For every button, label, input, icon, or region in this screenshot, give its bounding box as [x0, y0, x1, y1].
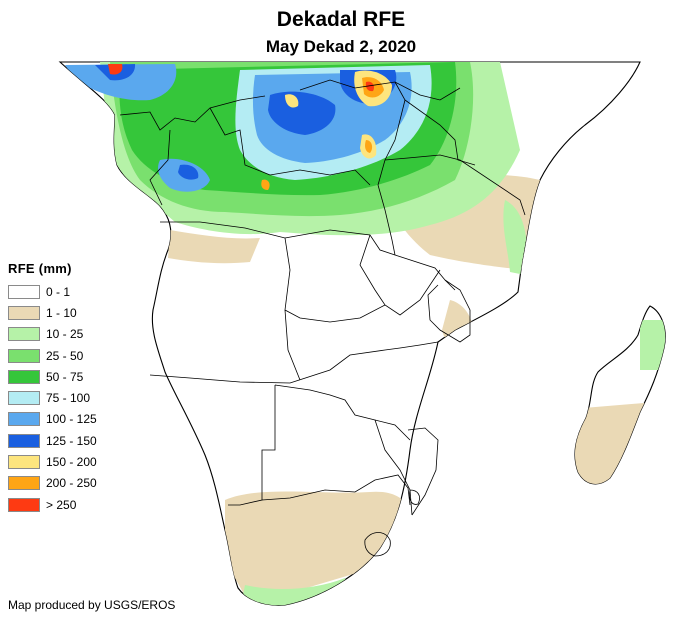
legend-swatch: [8, 455, 40, 470]
legend-label: 50 - 75: [46, 369, 84, 384]
legend-label: 150 - 200: [46, 455, 97, 470]
legend: RFE (mm) 0 - 1 1 - 10 10 - 25 25 - 50 50…: [8, 261, 97, 515]
legend-swatch: [8, 476, 40, 491]
legend-item: > 250: [8, 494, 97, 515]
legend-swatch: [8, 391, 40, 406]
legend-label: 125 - 150: [46, 433, 97, 448]
legend-item: 25 - 50: [8, 345, 97, 366]
legend-title: RFE (mm): [8, 261, 72, 276]
legend-item: 200 - 250: [8, 473, 97, 494]
legend-swatch: [8, 305, 40, 320]
legend-label: 25 - 50: [46, 348, 84, 363]
legend-item: 150 - 200: [8, 451, 97, 472]
legend-item: 10 - 25: [8, 324, 97, 345]
map-credit: Map produced by USGS/EROS: [8, 598, 176, 612]
map-subtitle: May Dekad 2, 2020: [265, 37, 417, 56]
map-title: Dekadal RFE: [276, 8, 406, 31]
legend-swatch: [8, 497, 40, 512]
legend-label: > 250: [46, 497, 77, 512]
legend-swatch: [8, 348, 40, 363]
legend-item: 125 - 150: [8, 430, 97, 451]
legend-label: 75 - 100: [46, 391, 91, 406]
legend-swatch: [8, 369, 40, 384]
legend-item: 100 - 125: [8, 409, 97, 430]
legend-item: 1 - 10: [8, 302, 97, 323]
legend-item: 50 - 75: [8, 366, 97, 387]
legend-label: 200 - 250: [46, 476, 97, 491]
legend-label: 10 - 25: [46, 327, 84, 342]
legend-label: 0 - 1: [46, 284, 71, 299]
legend-swatch: [8, 412, 40, 427]
legend-label: 1 - 10: [46, 305, 77, 320]
legend-item: 0 - 1: [8, 281, 97, 302]
legend-swatch: [8, 284, 40, 299]
legend-swatch: [8, 433, 40, 448]
legend-swatch: [8, 327, 40, 342]
legend-label: 100 - 125: [46, 412, 97, 427]
legend-item: 75 - 100: [8, 387, 97, 408]
country-borders: [119, 79, 526, 557]
